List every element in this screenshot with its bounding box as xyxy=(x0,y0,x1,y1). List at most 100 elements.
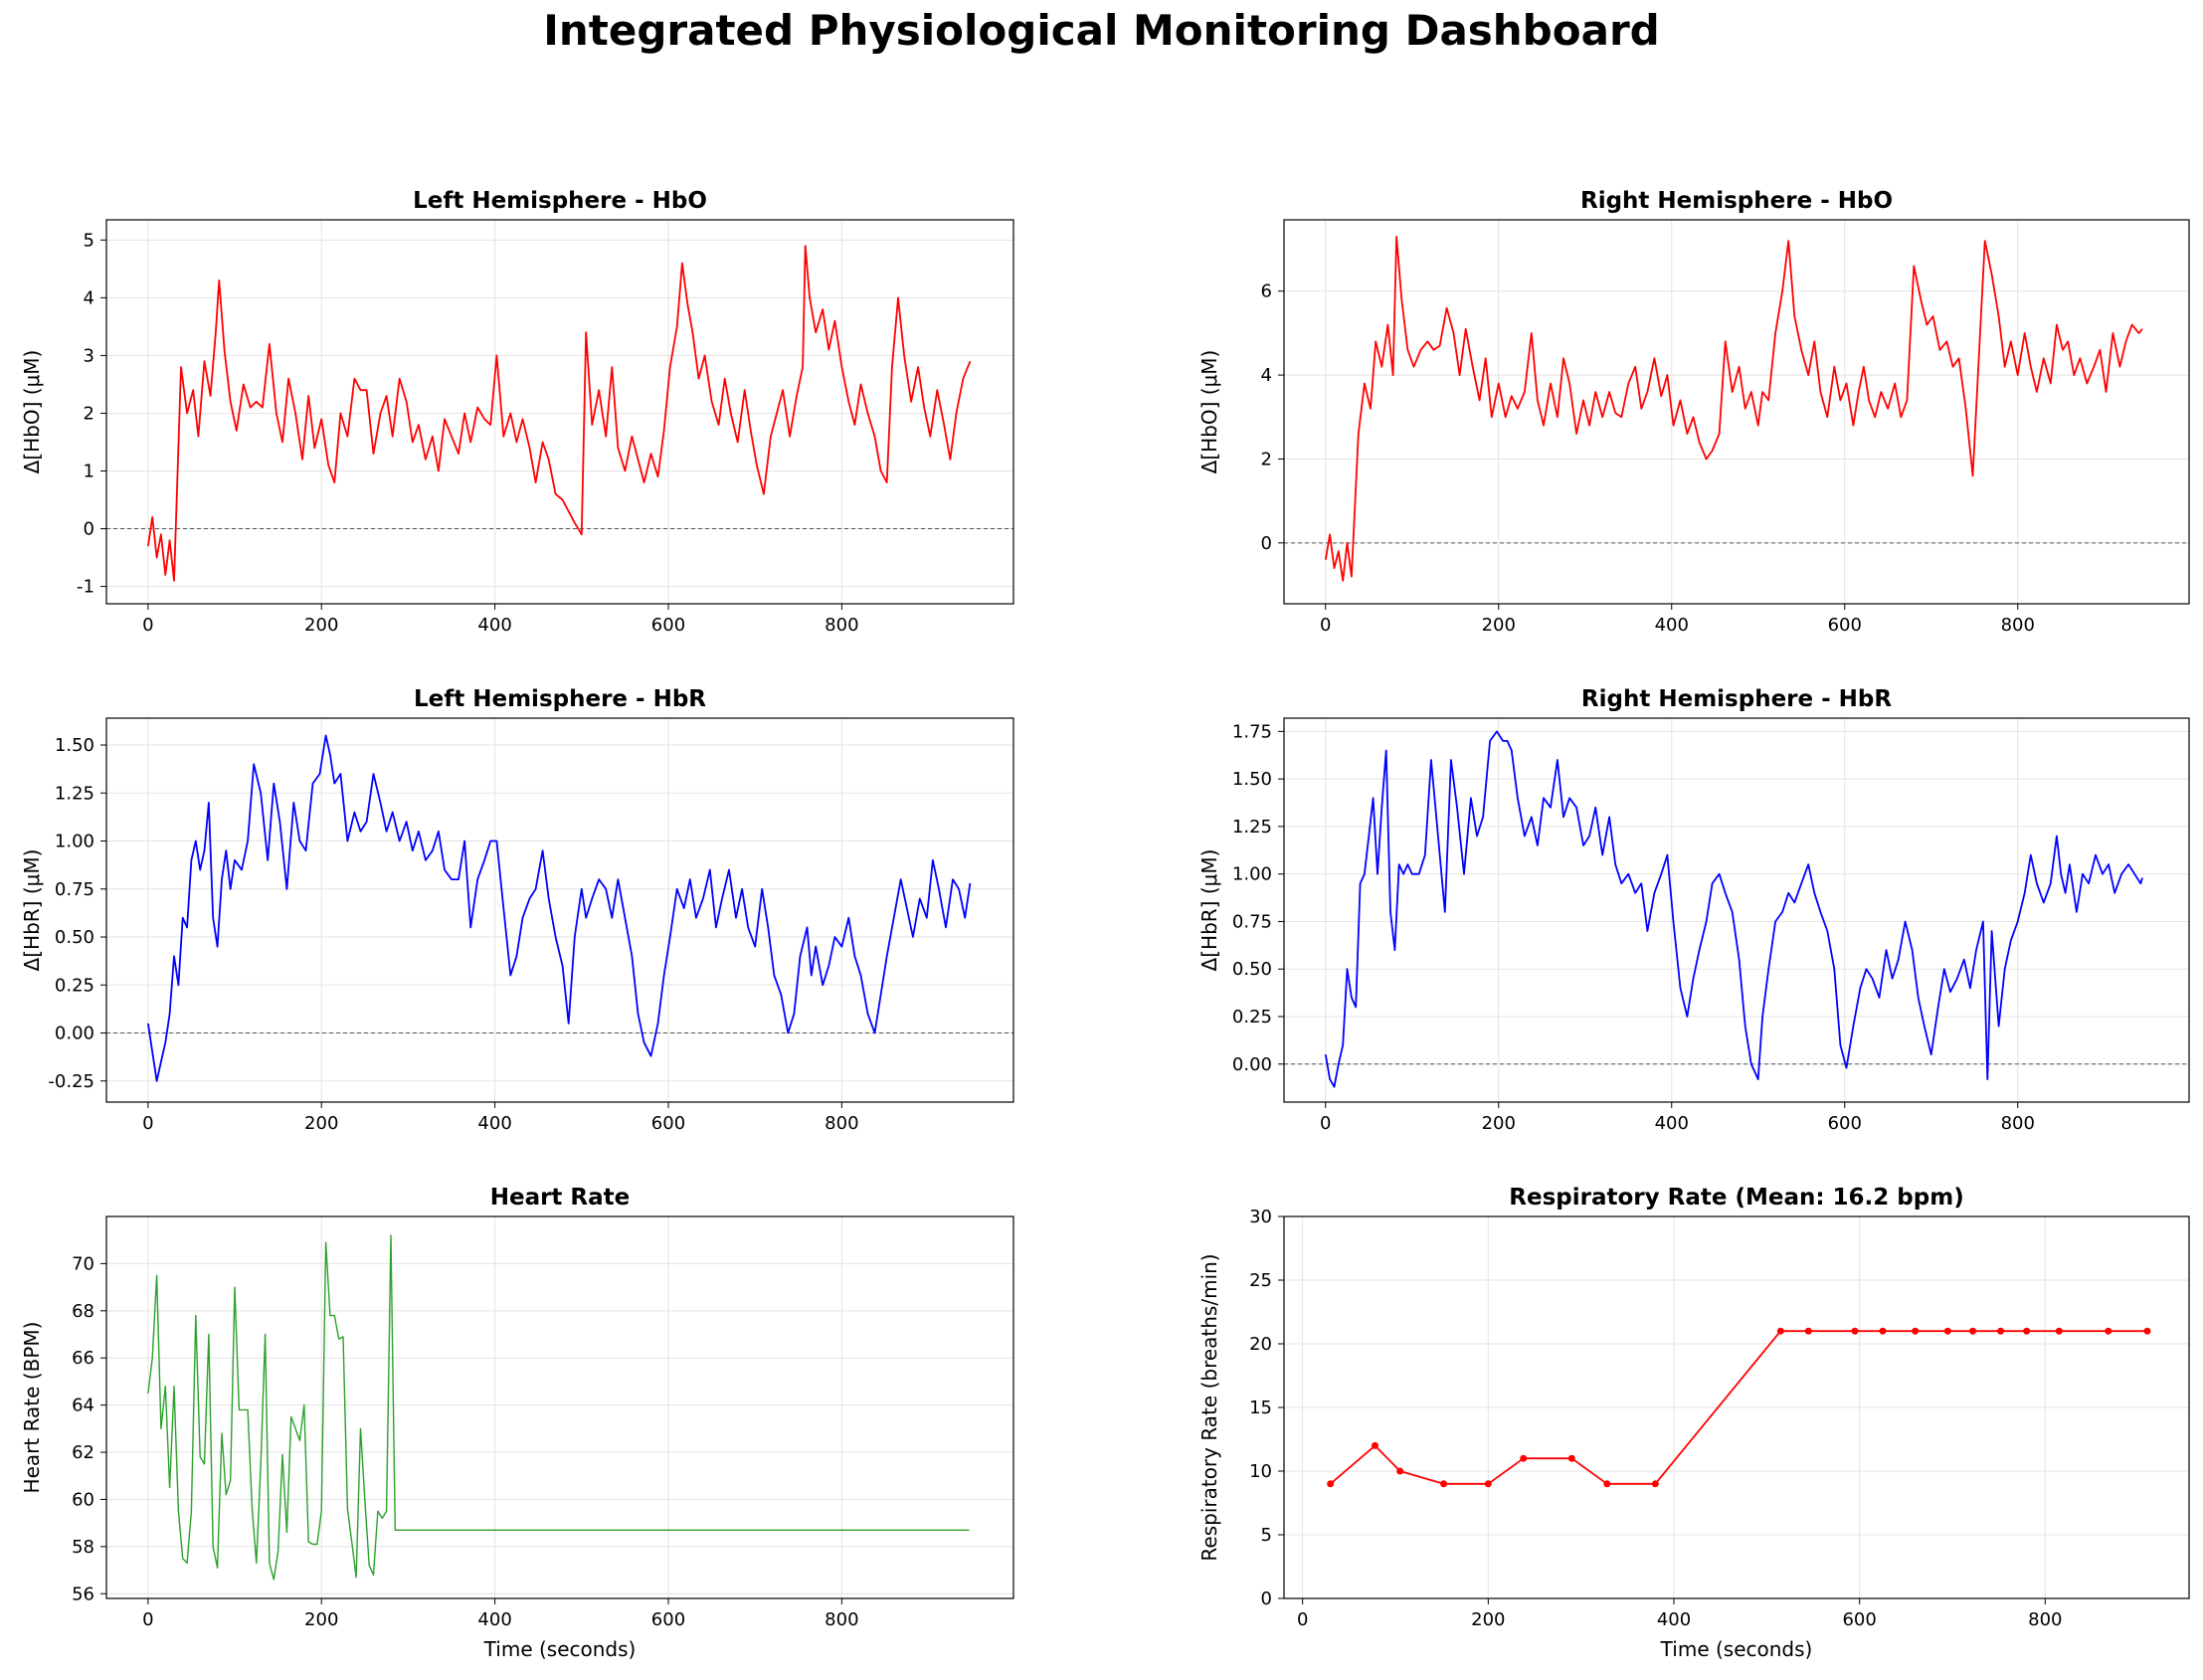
x-tick-label: 200 xyxy=(1482,615,1516,636)
data-point xyxy=(1651,1480,1659,1488)
y-tick-label: 1.00 xyxy=(55,832,94,852)
series-line xyxy=(1324,236,2143,582)
dashboard-title: Integrated Physiological Monitoring Dash… xyxy=(543,6,1660,55)
y-axis-label: Respiratory Rate (breaths/min) xyxy=(1197,1253,1221,1561)
y-tick-label: 0 xyxy=(84,519,94,540)
plot-frame xyxy=(1283,219,2190,605)
data-point xyxy=(1804,1327,1812,1335)
panel-rh-hbr: 0 200 400 600 800 0.00 0.25 0.50 0.75 1.00 1.25 1.5… xyxy=(1197,686,2190,1134)
x-tick-label: 200 xyxy=(304,1609,338,1630)
x-tick-label: 800 xyxy=(825,1113,858,1134)
panel-title: Left Hemisphere - HbR xyxy=(414,686,706,712)
x-tick-label: 200 xyxy=(304,1113,338,1134)
x-tick-label: 0 xyxy=(142,1113,153,1134)
y-tick-label: -0.25 xyxy=(48,1071,94,1092)
x-tick-label: 600 xyxy=(1828,615,1862,636)
y-tick-label: 1.00 xyxy=(1232,864,1272,885)
x-tick-label: 0 xyxy=(142,1609,153,1630)
y-tick-label: 30 xyxy=(1249,1207,1272,1227)
x-axis-label: Time (seconds) xyxy=(1660,1637,1813,1661)
x-tick-label: 0 xyxy=(142,615,153,636)
x-tick-label: 600 xyxy=(1828,1113,1862,1134)
data-point xyxy=(1396,1467,1404,1475)
x-tick-label: 200 xyxy=(304,615,338,636)
y-tick-label: 2 xyxy=(84,403,94,424)
x-tick-label: 0 xyxy=(1320,1113,1331,1134)
panel-title: Respiratory Rate (Mean: 16.2 bpm) xyxy=(1509,1185,1963,1211)
data-point xyxy=(1912,1327,1920,1335)
y-tick-label: 0.50 xyxy=(55,927,94,948)
y-tick-label: 62 xyxy=(72,1442,94,1463)
y-tick-label: 60 xyxy=(72,1489,94,1510)
y-axis-label: Δ[HbO] (μM) xyxy=(1197,350,1221,474)
y-axis-label: Δ[HbO] (μM) xyxy=(20,350,44,474)
panel-resp-rate: 0 200 400 600 800 0 5 10 15 20 25 30 Respiratory Rat… xyxy=(1197,1185,2190,1661)
y-tick-label: 64 xyxy=(72,1396,94,1416)
plot-frame xyxy=(105,1215,1014,1599)
x-tick-label: 200 xyxy=(1482,1113,1516,1134)
series-line xyxy=(147,734,972,1082)
x-tick-label: 0 xyxy=(1297,1609,1308,1630)
y-tick-label: 15 xyxy=(1249,1398,1272,1418)
y-tick-label: 1.75 xyxy=(1232,721,1272,742)
data-point xyxy=(1440,1480,1448,1488)
x-tick-label: 600 xyxy=(1842,1609,1876,1630)
y-tick-label: 3 xyxy=(84,345,94,366)
y-axis-label: Δ[HbR] (μM) xyxy=(20,849,44,972)
y-tick-label: 0.75 xyxy=(1232,911,1272,932)
x-tick-label: 600 xyxy=(651,1609,685,1630)
y-tick-label: 0.75 xyxy=(55,879,94,900)
y-tick-label: 56 xyxy=(72,1584,94,1604)
x-tick-label: 800 xyxy=(825,1609,858,1630)
x-tick-label: 800 xyxy=(2001,1113,2035,1134)
y-tick-label: 0.25 xyxy=(55,975,94,996)
x-tick-label: 400 xyxy=(1655,615,1689,636)
panel-rh-hbo: 0 200 400 600 800 0 2 4 6 Right Hemisphere - HbO Δ… xyxy=(1197,188,2190,636)
series-line xyxy=(147,245,972,582)
data-point xyxy=(1969,1327,1977,1335)
x-tick-label: 400 xyxy=(1655,1113,1689,1134)
data-point xyxy=(1879,1327,1887,1335)
y-tick-label: 20 xyxy=(1249,1334,1272,1355)
y-tick-label: 0 xyxy=(1261,1588,1272,1609)
y-tick-label: 58 xyxy=(72,1537,94,1558)
y-tick-label: 1 xyxy=(84,461,94,481)
y-axis-label: Heart Rate (BPM) xyxy=(20,1322,44,1494)
y-tick-label: 68 xyxy=(72,1301,94,1322)
x-axis-label: Time (seconds) xyxy=(483,1637,637,1661)
panel-heart-rate: 0 200 400 600 800 56 58 60 62 64 66 68 70 Heart Rate H… xyxy=(20,1185,1014,1661)
y-tick-label: 0.50 xyxy=(1232,959,1272,980)
x-tick-label: 400 xyxy=(477,1113,511,1134)
x-tick-label: 800 xyxy=(2028,1609,2062,1630)
y-tick-label: 0.00 xyxy=(1232,1054,1272,1075)
x-tick-label: 600 xyxy=(651,1113,685,1134)
x-tick-label: 400 xyxy=(477,615,511,636)
y-tick-label: 6 xyxy=(1261,281,1272,302)
y-tick-label: 0.00 xyxy=(55,1024,94,1044)
y-tick-label: 4 xyxy=(84,287,94,308)
panel-lh-hbo: 0 200 400 600 800 -1 0 1 2 3 4 5 Left Hemisphere - H… xyxy=(20,188,1014,636)
data-point xyxy=(1997,1327,2005,1335)
data-point xyxy=(2055,1327,2063,1335)
y-tick-label: 2 xyxy=(1261,449,1272,469)
x-tick-label: 0 xyxy=(1320,615,1331,636)
panel-lh-hbr: 0 200 400 600 800 -0.25 0.00 0.25 0.50 0.75 1.00 1.… xyxy=(20,686,1014,1134)
data-point xyxy=(2143,1327,2151,1335)
data-point xyxy=(1520,1454,1528,1462)
y-axis-label: Δ[HbR] (μM) xyxy=(1197,849,1221,972)
data-point xyxy=(2105,1327,2112,1335)
y-tick-label: 1.25 xyxy=(55,783,94,804)
series-line xyxy=(1324,730,2143,1088)
data-point xyxy=(1567,1454,1575,1462)
x-tick-label: 800 xyxy=(2001,615,2035,636)
panel-title: Right Hemisphere - HbO xyxy=(1580,188,1893,214)
panel-title: Left Hemisphere - HbO xyxy=(413,188,707,214)
data-point xyxy=(1776,1327,1784,1335)
y-tick-label: 1.50 xyxy=(55,735,94,756)
y-tick-label: 70 xyxy=(72,1253,94,1274)
x-tick-label: 200 xyxy=(1471,1609,1505,1630)
plot-frame xyxy=(105,219,1014,605)
x-tick-label: 800 xyxy=(825,615,858,636)
